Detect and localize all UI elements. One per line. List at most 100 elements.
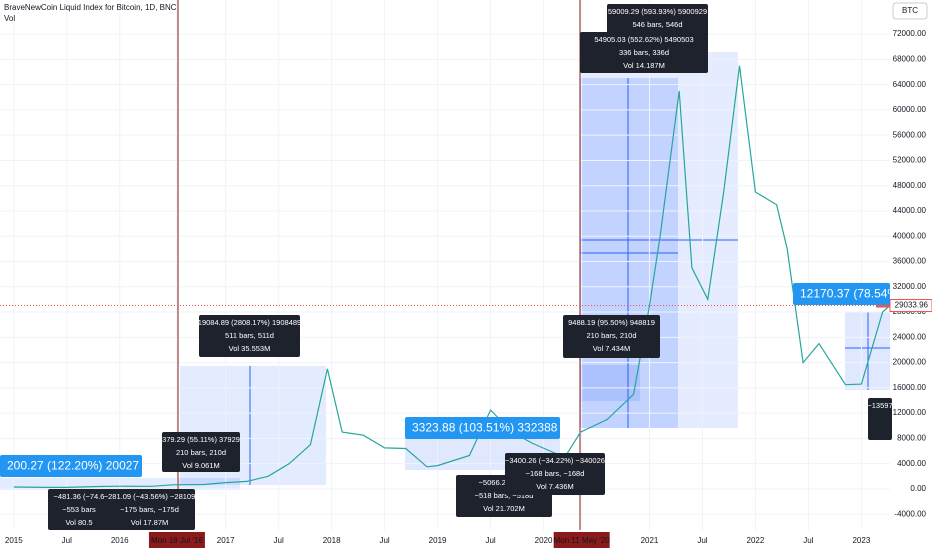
y-tick-label: 40000.00 — [893, 231, 927, 240]
currency-box[interactable] — [892, 2, 928, 20]
measure-tooltip: −3400.26 (−34.22%) −340026 −168 bars, −16… — [505, 453, 605, 495]
x-tick-label: 2022 — [747, 536, 765, 545]
tooltip-line: −481.36 (−74.6 — [54, 492, 105, 501]
measure-label: 200.27 (122.20%) 20027 — [7, 459, 139, 473]
price-axis — [890, 0, 932, 550]
x-tick-label: 2021 — [641, 536, 659, 545]
tooltip-line: −5066.22 (−61. — [479, 478, 530, 487]
measure-tooltip: −281.09 (−43.56%) −28109 −175 bars, −175d… — [104, 489, 196, 530]
tooltip-line: −175 bars, −175d — [120, 505, 179, 514]
measure-label-bg — [0, 455, 142, 477]
tooltip-line: −3400.26 (−34.22%) −340026 — [505, 456, 605, 465]
volume-label: Vol — [4, 14, 15, 23]
tooltip-bg — [104, 489, 195, 530]
tooltip-line: −553 bars — [62, 505, 96, 514]
range-box — [580, 365, 640, 401]
tooltip-line: Vol 21.702M — [483, 504, 525, 513]
measure-tooltip: 54905.03 (552.62%) 5490503 336 bars, 336d… — [580, 32, 708, 73]
x-tick-label: Jul — [697, 536, 707, 545]
tooltip-line: Vol 9.061M — [182, 461, 220, 470]
x-tick-label: Mon 18 Jul '16 — [151, 536, 203, 545]
tooltip-line: Vol 80.5 — [65, 518, 92, 527]
tooltip-line: −168 bars, −168d — [526, 469, 585, 478]
y-tick-label: 68000.00 — [893, 54, 927, 63]
tooltip-line: 379.29 (55.11%) 37929 — [162, 435, 240, 444]
y-tick-label: 48000.00 — [893, 181, 927, 190]
tooltip-line: 336 bars, 336d — [619, 48, 669, 57]
tooltip-bg — [505, 453, 605, 495]
measure-label: 12170.37 (78.54% — [800, 287, 898, 301]
tooltip-bg — [162, 432, 240, 472]
x-tick-label: Jul — [485, 536, 495, 545]
y-tick-label: 32000.00 — [893, 282, 927, 291]
y-tick-label: 60000.00 — [893, 105, 927, 114]
x-tick-label: 2020 — [535, 536, 553, 545]
price-tag — [889, 299, 932, 313]
measure-shading — [0, 0, 890, 530]
tooltip-line: 54905.03 (552.62%) 5490503 — [594, 35, 693, 44]
y-tick-label: 56000.00 — [893, 130, 927, 139]
tooltip-line: −281.09 (−43.56%) −28109 — [104, 492, 196, 501]
y-tick-label: 12000.00 — [893, 408, 927, 417]
tooltip-line: 9488.19 (95.50%) 948819 — [568, 318, 655, 327]
y-tick-label: 44000.00 — [893, 206, 927, 215]
currency[interactable]: BTC — [902, 6, 918, 15]
time-axis — [0, 530, 932, 550]
y-tick-label: 52000.00 — [893, 156, 927, 165]
y-tick-label: 4000.00 — [897, 459, 926, 468]
last-price: 29033.96 — [895, 301, 929, 310]
measure-label-bg — [793, 283, 890, 305]
x-tick-label: 2015 — [5, 536, 23, 545]
tooltip-line: 19084.89 (2808.17%) 1908489 — [198, 318, 301, 327]
tooltip-line: Vol 7.436M — [536, 482, 574, 491]
tooltip-line: Vol 17.87M — [131, 518, 169, 527]
y-tick-label: 24000.00 — [893, 332, 927, 341]
measure-tooltip: 19084.89 (2808.17%) 1908489 511 bars, 511… — [198, 315, 301, 357]
tooltip-line: 210 bars, 210d — [176, 448, 226, 457]
chart-title: BraveNewCoin Liquid Index for Bitcoin, 1… — [4, 3, 177, 12]
measure-tooltip: −13597 — [867, 398, 893, 440]
tooltip-line: 59009.29 (593.93%) 5900929 — [608, 7, 707, 16]
x-tick-label: 2017 — [217, 536, 235, 545]
tooltip-bg — [199, 315, 300, 357]
tooltip-line: 210 bars, 210d — [586, 331, 636, 340]
plot-bg — [0, 0, 890, 530]
measure-tooltip: −481.36 (−74.6 −553 bars Vol 80.5 — [48, 489, 110, 530]
time-highlight — [553, 532, 610, 548]
tooltip-bg — [48, 489, 110, 530]
tooltip-line: 511 bars, 511d — [225, 331, 274, 340]
measure-tooltip: 9488.19 (95.50%) 948819 210 bars, 210d Vol… — [563, 315, 660, 358]
x-tick-label: 2023 — [852, 536, 870, 545]
y-tick-label: 8000.00 — [897, 434, 926, 443]
tooltip-bg — [868, 398, 892, 440]
y-tick-label: 72000.00 — [893, 29, 927, 38]
tooltip-line: Vol 7.434M — [593, 344, 631, 353]
time-highlight — [148, 532, 205, 548]
tooltip-line: 546 bars, 546d — [632, 20, 682, 29]
y-tick-label: 20000.00 — [893, 358, 927, 367]
measure-label: 3323.88 (103.51%) 332388 — [412, 421, 558, 435]
y-tick-label: 36000.00 — [893, 257, 927, 266]
tooltip-line: −13597 — [867, 401, 892, 410]
y-tick-label: 0.00 — [910, 484, 926, 493]
x-tick-label: Jul — [379, 536, 389, 545]
y-tick-label: 64000.00 — [893, 80, 927, 89]
tooltip-line: −518 bars, −518d — [475, 491, 534, 500]
x-tick-label: 2018 — [323, 536, 341, 545]
x-tick-label: Jul — [274, 536, 284, 545]
measure-label-bg — [405, 417, 560, 439]
y-tick-label: 16000.00 — [893, 383, 927, 392]
tooltip-line: Vol 14.187M — [623, 61, 665, 70]
x-tick-label: Mon 11 May '20 — [554, 536, 611, 545]
x-tick-label: Jul — [62, 536, 72, 545]
tooltip-line: Vol 35.553M — [229, 344, 271, 353]
x-tick-label: 2019 — [429, 536, 447, 545]
y-tick-label: -4000.00 — [894, 509, 926, 518]
tooltip-bg — [580, 32, 708, 73]
tooltip-bg — [563, 315, 660, 358]
x-tick-label: 2016 — [111, 536, 129, 545]
measure-tooltip: 379.29 (55.11%) 37929 210 bars, 210d Vol 9… — [162, 432, 240, 472]
x-tick-label: Jul — [803, 536, 813, 545]
